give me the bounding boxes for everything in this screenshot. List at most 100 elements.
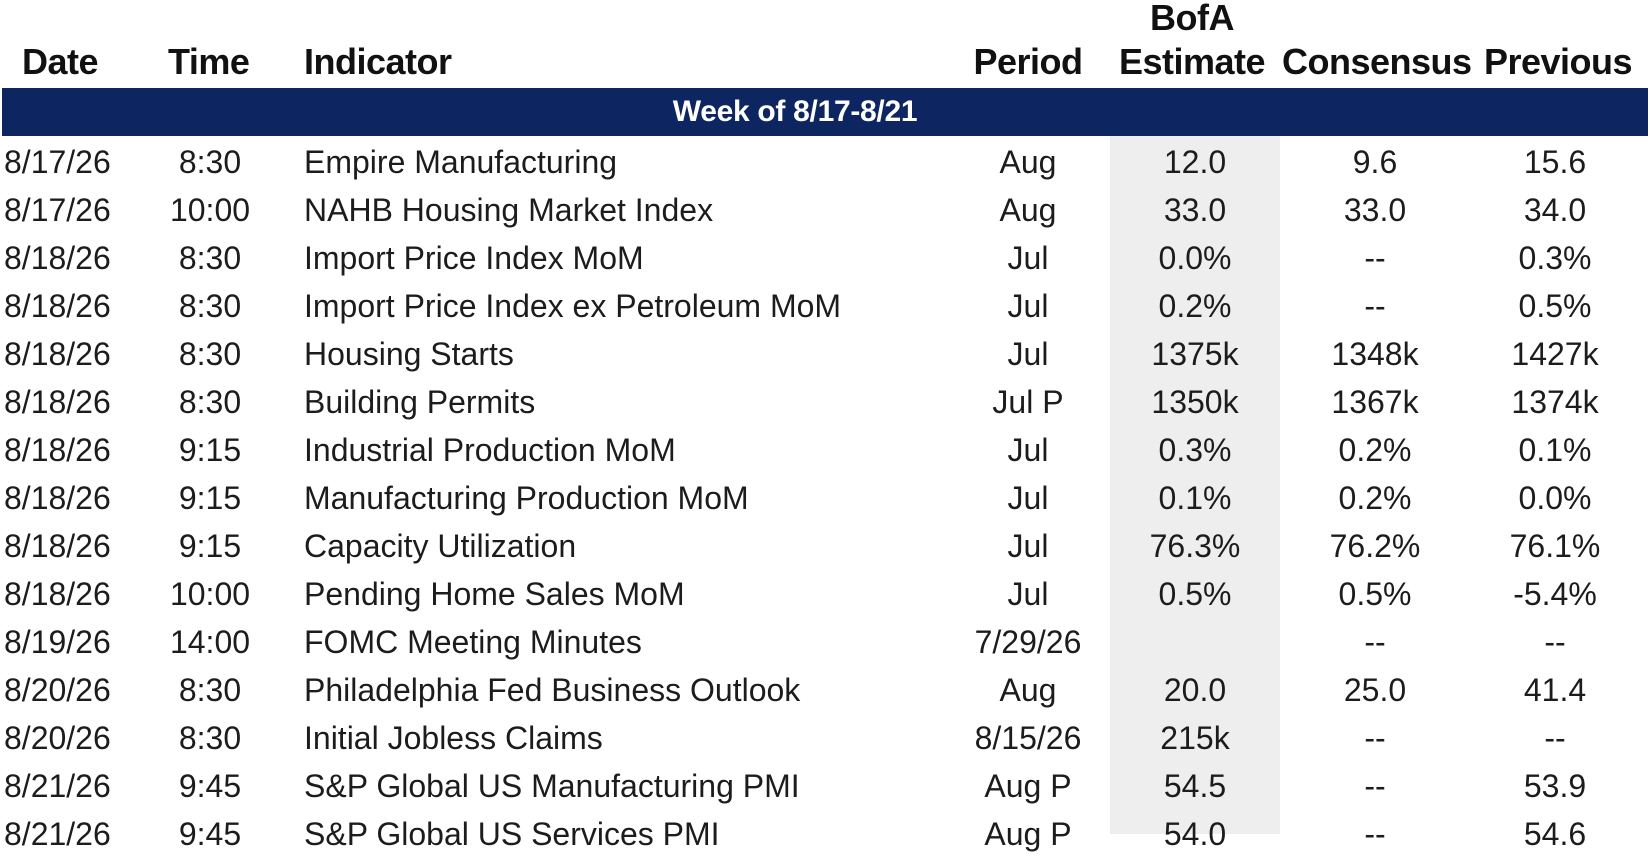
cell-date: 8/19/26 [4, 624, 111, 660]
cell-bofa-estimate: 0.5% [1158, 576, 1232, 612]
cell-indicator: Import Price Index ex Petroleum MoM [304, 288, 842, 324]
header-period: Period [973, 41, 1083, 82]
cell-previous: 41.4 [1523, 672, 1587, 708]
table-row: 8/18/26 8:30 Housing Starts Jul 1375k 1348k 14… [0, 330, 1650, 378]
cell-bofa-estimate: 1350k [1151, 384, 1239, 420]
cell-date: 8/18/26 [4, 576, 111, 612]
cell-indicator: Initial Jobless Claims [304, 720, 603, 756]
table-row: 8/20/26 8:30 Initial Jobless Claims 8/15/26… [0, 714, 1650, 762]
table-row: 8/18/26 9:15 Manufacturing Production MoM J… [0, 474, 1650, 522]
cell-indicator: S&P Global US Services PMI [304, 816, 720, 852]
cell-date: 8/20/26 [4, 720, 111, 756]
cell-period: Aug [999, 192, 1057, 228]
table-row: 8/18/26 8:30 Building Permits Jul P 1350k 136… [0, 378, 1650, 426]
header-estimate-line2: Estimate [1118, 41, 1266, 82]
cell-period: Aug P [984, 768, 1072, 804]
cell-indicator: Empire Manufacturing [304, 144, 618, 180]
cell-indicator: Philadelphia Fed Business Outlook [304, 672, 801, 708]
cell-bofa-estimate: 76.3% [1149, 528, 1241, 564]
header-bofa-estimate: BofA Estimate [1112, 0, 1272, 84]
cell-previous: 0.1% [1518, 432, 1592, 468]
table-row: 8/17/26 8:30 Empire Manufacturing Aug 12.0 9.… [0, 138, 1650, 186]
cell-indicator: FOMC Meeting Minutes [304, 624, 642, 660]
cell-consensus: 76.2% [1329, 528, 1421, 564]
cell-consensus: 1367k [1331, 384, 1419, 420]
cell-indicator: Import Price Index MoM [304, 240, 644, 276]
cell-indicator: S&P Global US Manufacturing PMI [304, 768, 800, 804]
cell-period: Jul [1007, 336, 1049, 372]
cell-period: Jul [1007, 432, 1049, 468]
cell-bofa-estimate: 12.0 [1163, 144, 1227, 180]
week-banner: Week of 8/17-8/21 [2, 88, 1648, 136]
cell-consensus: 1348k [1331, 336, 1419, 372]
cell-period: 7/29/26 [974, 624, 1082, 660]
cell-time: 8:30 [178, 240, 242, 276]
cell-time: 14:00 [169, 624, 251, 660]
cell-bofa-estimate: 1375k [1151, 336, 1239, 372]
week-label: Week of 8/17-8/21 [672, 95, 918, 128]
cell-indicator: Housing Starts [304, 336, 514, 372]
cell-date: 8/18/26 [4, 336, 111, 372]
cell-time: 8:30 [178, 288, 242, 324]
header-date: Date [22, 41, 99, 82]
cell-bofa-estimate: 0.1% [1158, 480, 1232, 516]
cell-period: Aug [999, 144, 1057, 180]
cell-time: 9:45 [178, 768, 242, 804]
cell-period: Jul [1007, 480, 1049, 516]
cell-time: 8:30 [178, 144, 242, 180]
cell-time: 9:15 [178, 528, 242, 564]
cell-previous: -- [1544, 720, 1566, 756]
cell-bofa-estimate: 0.2% [1158, 288, 1232, 324]
table-row: 8/18/26 10:00 Pending Home Sales MoM Jul 0.5… [0, 570, 1650, 618]
cell-indicator: Manufacturing Production MoM [304, 480, 749, 516]
cell-previous: 34.0 [1523, 192, 1587, 228]
cell-indicator: Capacity Utilization [304, 528, 577, 564]
cell-period: Jul [1007, 240, 1049, 276]
table-row: 8/20/26 8:30 Philadelphia Fed Business Out… [0, 666, 1650, 714]
cell-date: 8/18/26 [4, 528, 111, 564]
cell-consensus: -- [1364, 240, 1386, 276]
cell-indicator: NAHB Housing Market Index [304, 192, 714, 228]
cell-time: 9:45 [178, 816, 242, 852]
table-body: 8/17/26 8:30 Empire Manufacturing Aug 12.0 9.… [0, 138, 1650, 858]
header-consensus: Consensus [1282, 41, 1472, 82]
table-row: 8/21/26 9:45 S&P Global US Services PMI Aug… [0, 810, 1650, 858]
cell-time: 10:00 [169, 192, 251, 228]
cell-period: Jul P [992, 384, 1064, 420]
cell-period: Aug P [984, 816, 1072, 852]
table-row: 8/19/26 14:00 FOMC Meeting Minutes 7/29/26 -… [0, 618, 1650, 666]
header-indicator: Indicator [304, 41, 452, 82]
table-row: 8/18/26 8:30 Import Price Index MoM Jul 0.0%… [0, 234, 1650, 282]
cell-bofa-estimate: 0.3% [1158, 432, 1232, 468]
cell-consensus: -- [1364, 624, 1386, 660]
cell-previous: -5.4% [1513, 576, 1597, 612]
cell-date: 8/18/26 [4, 384, 111, 420]
cell-indicator: Industrial Production MoM [304, 432, 676, 468]
table-row: 8/18/26 9:15 Capacity Utilization Jul 76.3% 7… [0, 522, 1650, 570]
cell-date: 8/18/26 [4, 480, 111, 516]
cell-consensus: 25.0 [1343, 672, 1407, 708]
estimate-column-shading [1110, 136, 1280, 834]
cell-date: 8/18/26 [4, 240, 111, 276]
cell-time: 8:30 [178, 336, 242, 372]
cell-period: 8/15/26 [974, 720, 1082, 756]
cell-bofa-estimate: 54.5 [1163, 768, 1227, 804]
cell-previous: 1427k [1511, 336, 1599, 372]
cell-consensus: 0.5% [1338, 576, 1412, 612]
cell-date: 8/21/26 [4, 816, 111, 852]
cell-previous: 53.9 [1523, 768, 1587, 804]
cell-consensus: 0.2% [1338, 480, 1412, 516]
header-previous: Previous [1483, 41, 1633, 82]
cell-date: 8/20/26 [4, 672, 111, 708]
cell-period: Aug [999, 672, 1057, 708]
cell-bofa-estimate: 215k [1160, 720, 1230, 756]
cell-consensus: 9.6 [1352, 144, 1398, 180]
cell-time: 8:30 [178, 384, 242, 420]
cell-time: 8:30 [178, 720, 242, 756]
cell-indicator: Building Permits [304, 384, 536, 420]
header-estimate-line1: BofA [1150, 0, 1234, 38]
cell-bofa-estimate: 20.0 [1163, 672, 1227, 708]
cell-indicator: Pending Home Sales MoM [304, 576, 685, 612]
cell-consensus: 0.2% [1338, 432, 1412, 468]
